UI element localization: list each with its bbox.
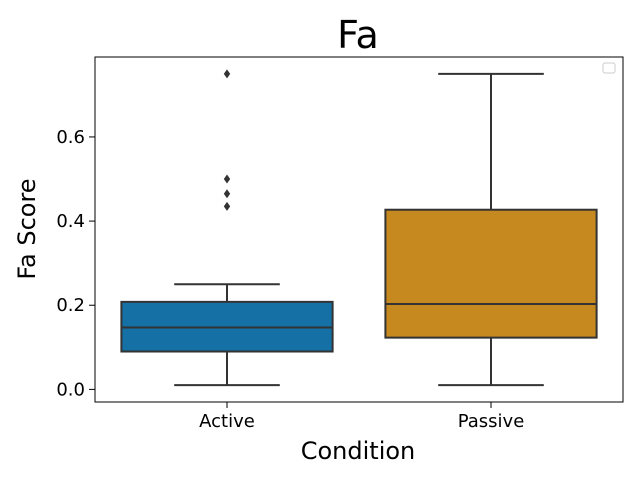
chart-title: Fa <box>337 13 379 57</box>
y-axis-ticks: 0.0 0.2 0.4 0.6 <box>56 127 95 400</box>
plot-frame <box>94 56 624 403</box>
y-tick-label: 0.6 <box>56 127 85 148</box>
outlier-point-active <box>223 189 231 199</box>
outlier-point-active <box>223 69 231 79</box>
iqr-box-passive <box>384 208 598 339</box>
box-passive <box>384 72 598 387</box>
x-tick-label: Passive <box>458 411 525 432</box>
x-axis-label: Condition <box>301 437 416 465</box>
outlier-point-active <box>223 201 231 211</box>
y-tick-label: 0.0 <box>56 379 85 400</box>
plot-area <box>120 69 598 387</box>
y-tick-label: 0.4 <box>56 211 85 232</box>
outlier-point-active <box>223 174 231 184</box>
x-axis-ticks: Active Passive <box>199 402 524 432</box>
legend-box <box>602 62 616 74</box>
y-tick-label: 0.2 <box>56 295 85 316</box>
x-tick-label: Active <box>199 411 255 432</box>
box-active <box>120 69 334 387</box>
y-axis-label: Fa Score <box>13 178 41 279</box>
